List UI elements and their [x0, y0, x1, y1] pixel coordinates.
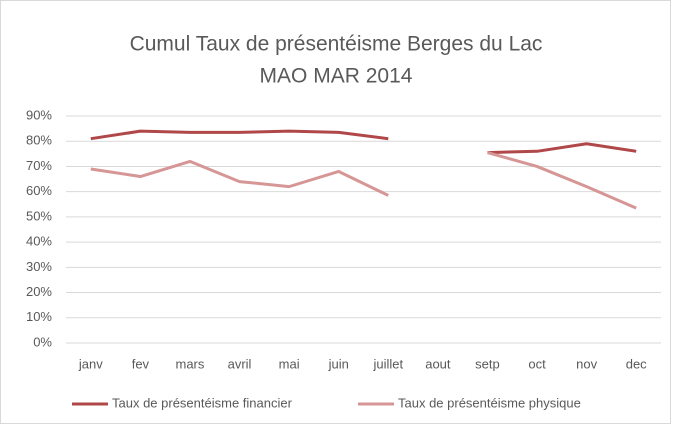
- y-tick-label: 40%: [26, 234, 52, 249]
- x-tick-label: mars: [176, 356, 205, 371]
- x-tick-label: fev: [132, 356, 150, 371]
- y-tick-label: 0%: [33, 334, 52, 349]
- x-tick-label: setp: [475, 356, 500, 371]
- x-tick-label: juin: [328, 356, 349, 371]
- x-tick-label: mai: [279, 356, 300, 371]
- x-tick-label: nov: [576, 356, 597, 371]
- y-tick-label: 90%: [26, 107, 52, 122]
- x-tick-label: janv: [78, 356, 103, 371]
- legend-label: Taux de présentéisme financier: [112, 395, 293, 410]
- x-tick-label: aout: [425, 356, 451, 371]
- y-tick-label: 10%: [26, 309, 52, 324]
- x-tick-label: avril: [228, 356, 252, 371]
- chart-title: Cumul Taux de présentéisme Berges du Lac: [130, 33, 543, 56]
- x-tick-label: dec: [626, 356, 647, 371]
- legend-label: Taux de présentéisme physique: [398, 395, 581, 410]
- y-tick-label: 30%: [26, 259, 52, 274]
- x-tick-label: juillet: [372, 356, 403, 371]
- y-tick-label: 60%: [26, 183, 52, 198]
- y-tick-label: 70%: [26, 158, 52, 173]
- y-tick-label: 20%: [26, 284, 52, 299]
- x-tick-label: oct: [528, 356, 546, 371]
- chart-subtitle: MAO MAR 2014: [260, 65, 413, 88]
- y-tick-label: 50%: [26, 208, 52, 223]
- series-line: [90, 151, 637, 210]
- series-line: [90, 129, 637, 155]
- y-tick-label: 80%: [26, 133, 52, 148]
